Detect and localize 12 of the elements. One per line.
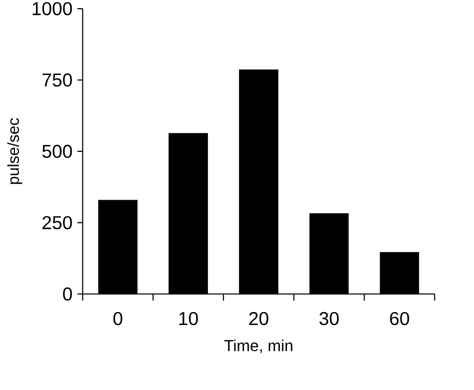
y-tick-label: 500: [42, 144, 72, 158]
y-tick-label: 250: [42, 216, 72, 230]
y-tick-label: 1000: [32, 2, 72, 16]
x-tick-label: 20: [249, 312, 268, 326]
y-tick-label: 0: [63, 287, 72, 301]
x-axis-title: Time, min: [224, 340, 292, 354]
x-tick-label: 60: [390, 312, 410, 326]
x-tick-label: 0: [113, 312, 122, 326]
y-tick-label: 750: [42, 73, 72, 87]
x-tick-label: 30: [319, 312, 339, 326]
x-tick-label: 10: [179, 312, 198, 326]
y-axis-title: pulse/sec: [7, 118, 22, 184]
